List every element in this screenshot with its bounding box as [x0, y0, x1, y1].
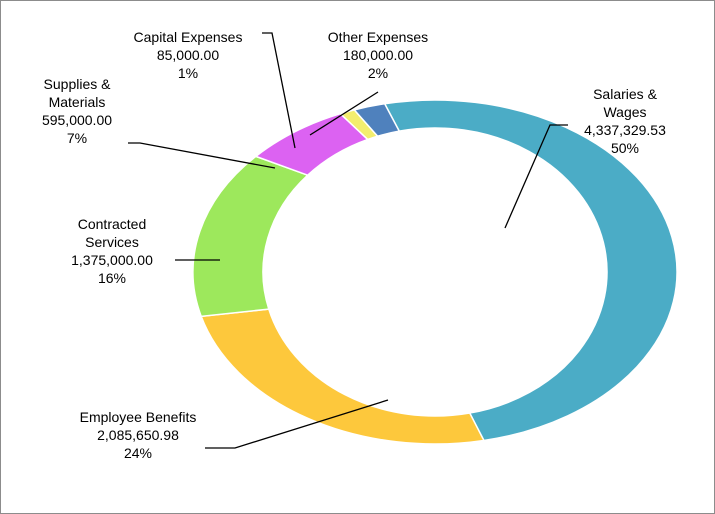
value-label: 595,000.00	[41, 112, 113, 128]
donut-segment	[192, 155, 310, 318]
donut-segment	[383, 99, 678, 442]
donut-segment	[352, 102, 401, 138]
leader-line	[309, 91, 379, 136]
data-label: Salaries & Wages 4,337,329.53 50%	[570, 85, 680, 157]
leader-lines	[128, 32, 568, 449]
data-label: Contracted Services 1,375,000.00 16%	[52, 215, 172, 287]
leader-line	[128, 142, 276, 169]
value-label: 1,375,000.00	[71, 252, 153, 268]
value-label: 4,337,329.53	[584, 122, 666, 138]
data-label: Employee Benefits 2,085,650.98 24%	[78, 408, 198, 462]
category: Capital Expenses	[133, 29, 243, 45]
percent-label: 50%	[610, 140, 640, 156]
data-label: Other Expenses 180,000.00 2%	[303, 28, 453, 82]
percent-label: 2%	[367, 65, 389, 81]
percent-label: 1%	[177, 65, 199, 81]
leader-line	[262, 32, 296, 149]
value-label: 85,000.00	[156, 47, 220, 63]
percent-label: 7%	[66, 130, 88, 146]
data-label: Capital Expenses 85,000.00 1%	[113, 28, 263, 82]
value-label: 180,000.00	[342, 47, 414, 63]
category: Salaries & Wages	[593, 86, 657, 120]
category: Supplies & Materials	[43, 76, 111, 110]
percent-label: 24%	[123, 445, 153, 461]
leader-line	[205, 399, 389, 449]
category: Employee Benefits	[79, 409, 197, 425]
value-label: 2,085,650.98	[97, 427, 179, 443]
donut-segment	[200, 308, 486, 445]
category: Other Expenses	[327, 29, 429, 45]
leader-line	[504, 124, 568, 229]
category: Contracted Services	[77, 216, 147, 250]
percent-label: 16%	[97, 270, 127, 286]
data-label: Supplies & Materials 595,000.00 7%	[17, 75, 137, 147]
